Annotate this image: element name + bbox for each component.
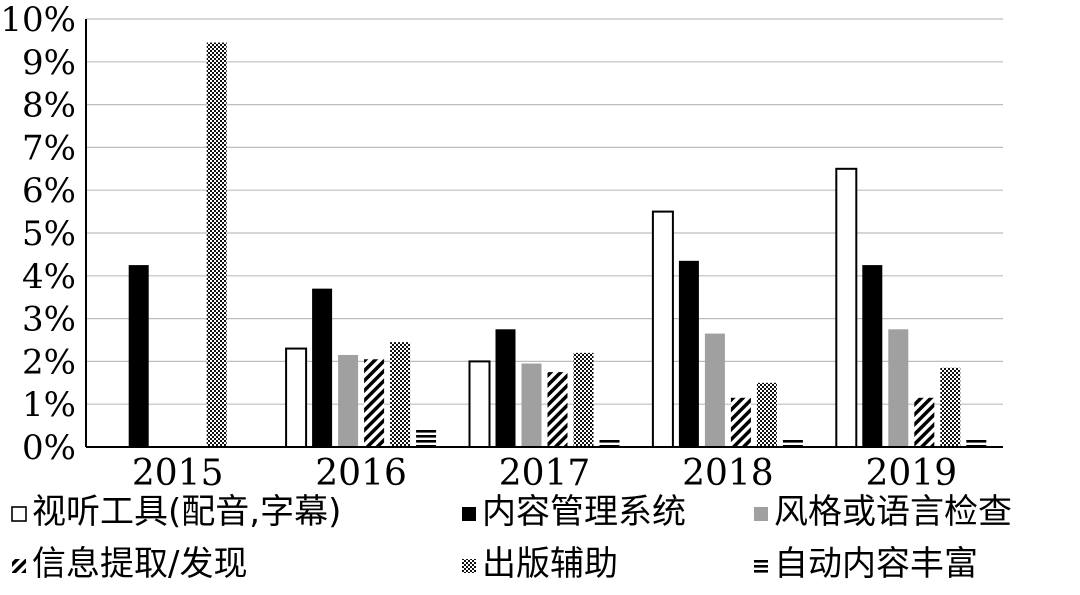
legend-label: 信息提取/发现 (32, 544, 247, 584)
gridlines (86, 18, 1003, 448)
bar-2019-5 (940, 367, 961, 447)
bar-2017-3 (521, 363, 542, 447)
bars (128, 42, 987, 449)
bar-2017-1 (468, 360, 491, 448)
legend-swatch (462, 507, 476, 521)
legend-swatch (462, 559, 476, 573)
y-tick-label: 10% (0, 0, 76, 40)
y-tick-label: 5% (22, 214, 76, 254)
legend-swatch (754, 559, 768, 573)
bar-2016-3 (338, 354, 359, 447)
y-tick-label: 4% (22, 257, 76, 297)
y-tick-label: 7% (22, 128, 76, 168)
x-axis-ticks: 2015 2016 2017 2018 2019 (132, 453, 957, 494)
legend-label: 内容管理系统 (482, 492, 686, 532)
bar-2018-1 (651, 210, 674, 448)
bar-2016-2 (312, 288, 333, 447)
legend-label: 出版辅助 (482, 544, 618, 584)
legend-label: 风格或语言检查 (774, 492, 1012, 532)
bar-2018-3 (704, 333, 725, 447)
y-tick-label: 9% (22, 43, 76, 83)
legend-swatch (11, 506, 27, 522)
y-tick-label: 8% (22, 86, 76, 126)
legend-label: 视听工具(配音,字幕) (32, 492, 341, 532)
x-tick-label: 2016 (315, 453, 407, 494)
bar-2017-4 (547, 372, 568, 447)
bar-2018-2 (678, 260, 699, 447)
bar-2015-2 (128, 265, 149, 447)
bar-2018-5 (756, 382, 777, 447)
bar-2017-2 (495, 329, 516, 447)
y-tick-label: 0% (22, 428, 76, 468)
bar-2017-6 (599, 438, 620, 447)
bar-2018-6 (782, 438, 803, 447)
x-tick-label: 2018 (682, 453, 774, 494)
y-tick-label: 6% (22, 171, 76, 211)
x-tick-label: 2017 (499, 453, 591, 494)
bar-2019-1 (835, 167, 858, 449)
bar-2017-5 (573, 352, 594, 447)
y-tick-label: 3% (22, 300, 76, 340)
bar-2016-5 (390, 342, 411, 447)
legend-swatch (12, 559, 26, 573)
bar-2019-2 (862, 265, 883, 447)
bar-2016-6 (416, 429, 437, 447)
bar-2016-4 (364, 359, 385, 447)
y-tick-label: 2% (22, 342, 76, 382)
x-tick-label: 2015 (132, 453, 224, 494)
bar-2015-5 (206, 42, 227, 447)
bar-2019-4 (914, 397, 935, 447)
bar-2019-6 (966, 438, 987, 447)
bar-2018-4 (730, 397, 751, 447)
legend-label: 自动内容丰富 (774, 544, 978, 584)
y-axis-ticks: 0%1%2%3%4%5%6%7%8%9%10% (0, 0, 76, 468)
y-tick-label: 1% (22, 385, 76, 425)
legend-swatch (754, 507, 768, 521)
x-tick-label: 2019 (865, 453, 957, 494)
bar-2019-3 (888, 329, 909, 447)
axes (85, 19, 1003, 448)
bar-2016-1 (285, 347, 308, 448)
